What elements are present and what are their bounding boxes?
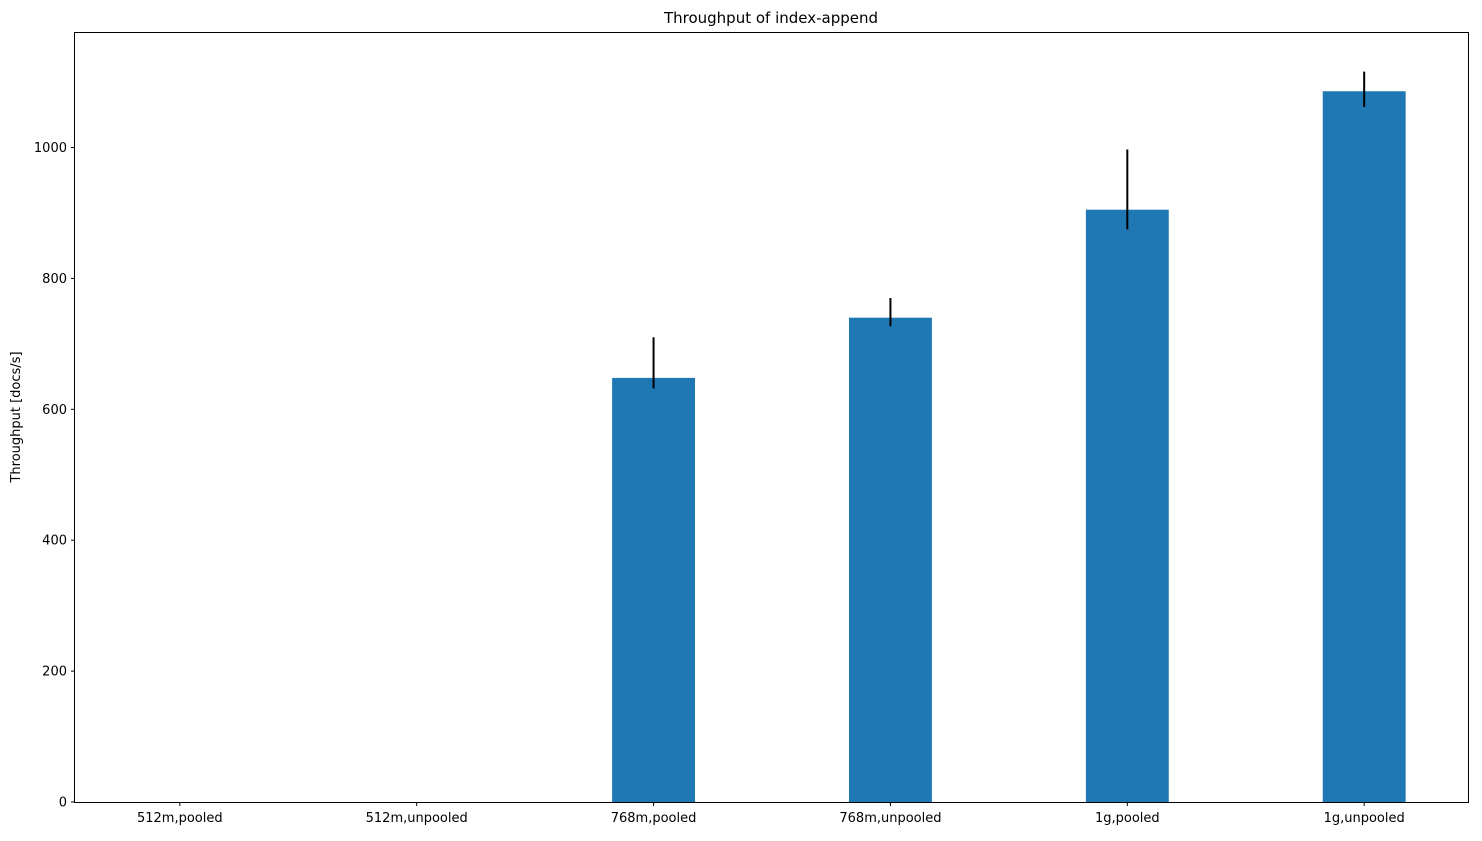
- chart-title: Throughput of index-append: [663, 9, 878, 27]
- x-tick-label: 768m,pooled: [611, 811, 697, 826]
- errorbars-layer: [652, 71, 1366, 389]
- y-axis-label: Throughput [docs/s]: [9, 351, 24, 483]
- x-tick-label: 1g,unpooled: [1324, 811, 1405, 826]
- y-tick-label: 800: [42, 272, 67, 287]
- x-tick-label: 768m,unpooled: [839, 811, 941, 826]
- x-tick-label: 1g,pooled: [1095, 811, 1160, 826]
- bar: [848, 317, 932, 802]
- bar: [612, 377, 696, 802]
- y-tick-label: 400: [42, 534, 67, 549]
- y-tick-label: 600: [42, 403, 67, 418]
- y-tick-label: 0: [59, 796, 67, 811]
- y-axis-ticks: 0 200 400 600 800 1000: [34, 141, 75, 811]
- x-tick-label: 512m,pooled: [137, 811, 223, 826]
- x-axis-ticks: 512m,pooled 512m,unpooled 768m,pooled 768m,…: [137, 802, 1405, 826]
- plot-frame: [74, 32, 1469, 803]
- y-tick-label: 1000: [34, 141, 67, 156]
- bar: [1085, 209, 1169, 802]
- bar: [1322, 91, 1406, 802]
- bars-layer: [612, 91, 1406, 802]
- y-tick-label: 200: [42, 665, 67, 680]
- x-tick-label: 512m,unpooled: [366, 811, 468, 826]
